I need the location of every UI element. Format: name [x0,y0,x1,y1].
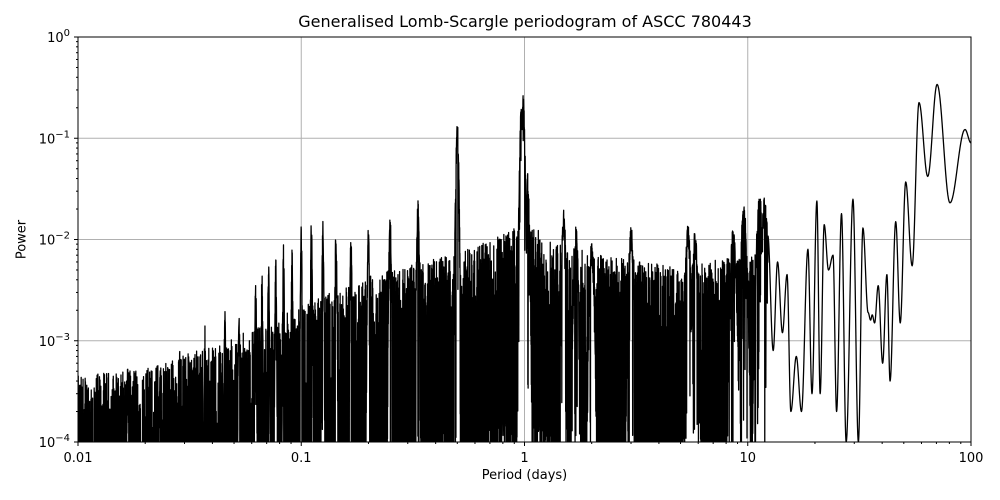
y-tick-label: 10−3 [39,332,70,350]
x-tick-label: 0.01 [64,451,93,466]
y-tick-label: 10−1 [39,129,70,147]
x-tick-label: 1 [520,451,528,466]
chart-title: Generalised Lomb-Scargle periodogram of … [298,12,752,31]
y-tick-label: 10−4 [39,433,70,451]
x-tick-label: 10 [739,451,756,466]
y-tick-label: 10−2 [39,231,70,249]
x-axis-ticks: 0.01 0.1 1 10 100 [64,442,984,466]
x-tick-label: 0.1 [291,451,312,466]
y-axis-ticks: 10−4 10−3 10−2 10−1 100 [39,28,78,451]
power-spectrum-line [78,83,971,442]
x-axis-label: Period (days) [481,468,568,483]
x-tick-label: 100 [959,451,984,466]
y-tick-label: 100 [47,28,70,46]
